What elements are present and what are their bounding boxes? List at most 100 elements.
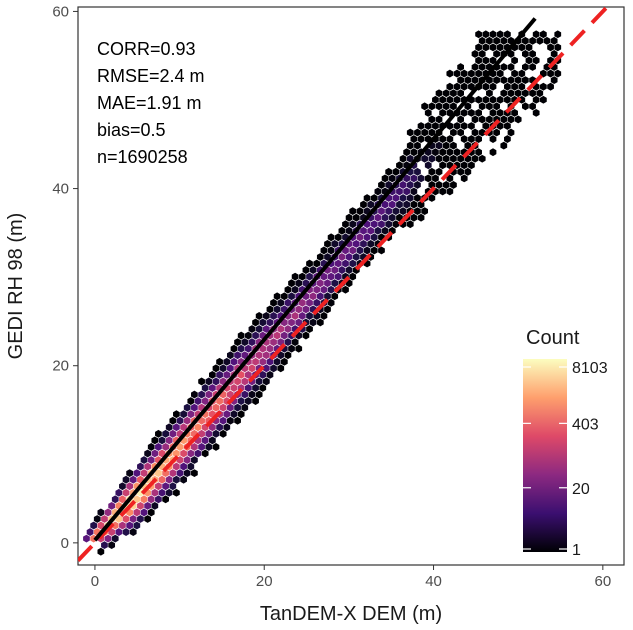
hexbin-cell [259, 384, 267, 392]
hexbin-cell [252, 318, 259, 327]
fit-line [93, 17, 537, 542]
hexbin-cell [403, 174, 411, 183]
hexbin-cell [522, 76, 529, 85]
hexbin-cell [518, 82, 526, 91]
hexbin-cell [500, 76, 508, 85]
hexbin-cell [403, 148, 411, 157]
hexbin-cell [90, 521, 98, 530]
hexbin-cell [432, 174, 439, 183]
hexbin-cell [273, 331, 281, 340]
hexbin-cell [518, 69, 526, 78]
hexbin-cell [212, 364, 220, 373]
hexbin-cell [140, 495, 148, 504]
hexbin-cell [144, 462, 151, 471]
hexbin-cell [216, 370, 223, 379]
hexbin-cell [137, 462, 144, 471]
hexbin-cell [446, 187, 454, 196]
hexbin-cell [176, 443, 184, 451]
hexbin-cell [313, 285, 321, 294]
hexbin-cell [234, 403, 241, 412]
hexbin-cell [219, 416, 227, 425]
hexbin-cell [417, 135, 425, 143]
hexbin-cell [306, 259, 313, 268]
hexbin-cell [511, 82, 518, 91]
hexbin-cell [223, 370, 231, 379]
hexbin-cell [158, 475, 166, 484]
hexbin-cell [482, 56, 490, 65]
hexbin-cell [101, 515, 108, 523]
hexbin-cell [183, 456, 191, 464]
hexbin-cell [223, 357, 231, 366]
hexbin-cell [284, 298, 292, 307]
hexbin-cell [324, 279, 331, 288]
hexbin-cell [226, 351, 234, 360]
hexbin-cell [486, 76, 493, 85]
hexbin-cell [522, 89, 529, 98]
legend-label: 1 [572, 542, 581, 559]
hexbin-cell [529, 50, 536, 58]
hexbin-cell [248, 390, 256, 399]
hexbin-cell [273, 357, 281, 366]
hexbin-cell [475, 108, 482, 117]
hexbin-cell [191, 456, 198, 464]
hexbin-cell [255, 325, 263, 333]
hexbin-cell [230, 410, 238, 419]
hexbin-cell [539, 30, 547, 39]
hexbin-cell [439, 108, 447, 117]
hexbin-cell [334, 272, 342, 281]
hexbin-cell [309, 318, 317, 327]
hexbin-cell [356, 246, 364, 255]
hexbin-cell [547, 43, 554, 52]
hexbin-cell [262, 312, 270, 320]
hexbin-cell [399, 207, 407, 216]
hexbin-cell [216, 357, 223, 366]
hexbin-cell [241, 351, 249, 360]
hexbin-cell [244, 344, 252, 353]
hexbin-cell [428, 167, 436, 176]
hexbin-cell [155, 443, 162, 451]
hexbin-cell [104, 508, 112, 517]
hexbin-cell [226, 416, 234, 425]
hexbin-cell [543, 63, 551, 71]
hexbin-cell [86, 528, 94, 536]
hexbin-cell [209, 436, 216, 445]
hexbin-cell [338, 266, 346, 274]
hexbin-cell [133, 469, 141, 478]
hexbin-cell [144, 501, 151, 510]
hexbin-cell [201, 384, 209, 392]
hexbin-cell [489, 43, 497, 52]
hexbin-cell [259, 370, 267, 379]
hexbin-cell [514, 89, 522, 98]
hexbin-cell [212, 377, 220, 386]
hexbin-cell [162, 429, 169, 438]
hexbin-cell [201, 436, 209, 445]
hexbin-cell [442, 141, 450, 150]
hexbin-cell [482, 82, 490, 91]
hexbin-cell [302, 305, 310, 314]
hexbin-cell [284, 285, 292, 294]
hexbin-cell [266, 370, 274, 379]
hexbin-cell [327, 246, 335, 255]
hexbin-cell [288, 318, 295, 327]
hexbin-cell [406, 141, 414, 150]
hexbin-cell [119, 495, 126, 504]
hexbin-cell [453, 122, 461, 130]
hexbin-cell [399, 194, 407, 202]
y-tick-label: 0 [61, 535, 69, 552]
hexbin-cell [183, 469, 191, 478]
hexbin-cell [187, 397, 195, 405]
hexbin-cell [165, 488, 173, 497]
hexbin-cell [457, 76, 464, 85]
hexbin-cell [97, 521, 105, 530]
hexbin-cell [554, 30, 562, 39]
hexbin-cell [187, 410, 195, 419]
hexbin-cell [478, 102, 486, 111]
hexbin-cell [209, 423, 216, 432]
hexbin-cell [237, 344, 245, 353]
hexbin-cell [352, 253, 360, 261]
hexbin-cell [500, 141, 508, 150]
hexbin-cell [338, 226, 346, 235]
hexbin-cell [212, 403, 220, 412]
hexbin-cell [414, 167, 421, 176]
hexbin-cell [288, 292, 295, 301]
